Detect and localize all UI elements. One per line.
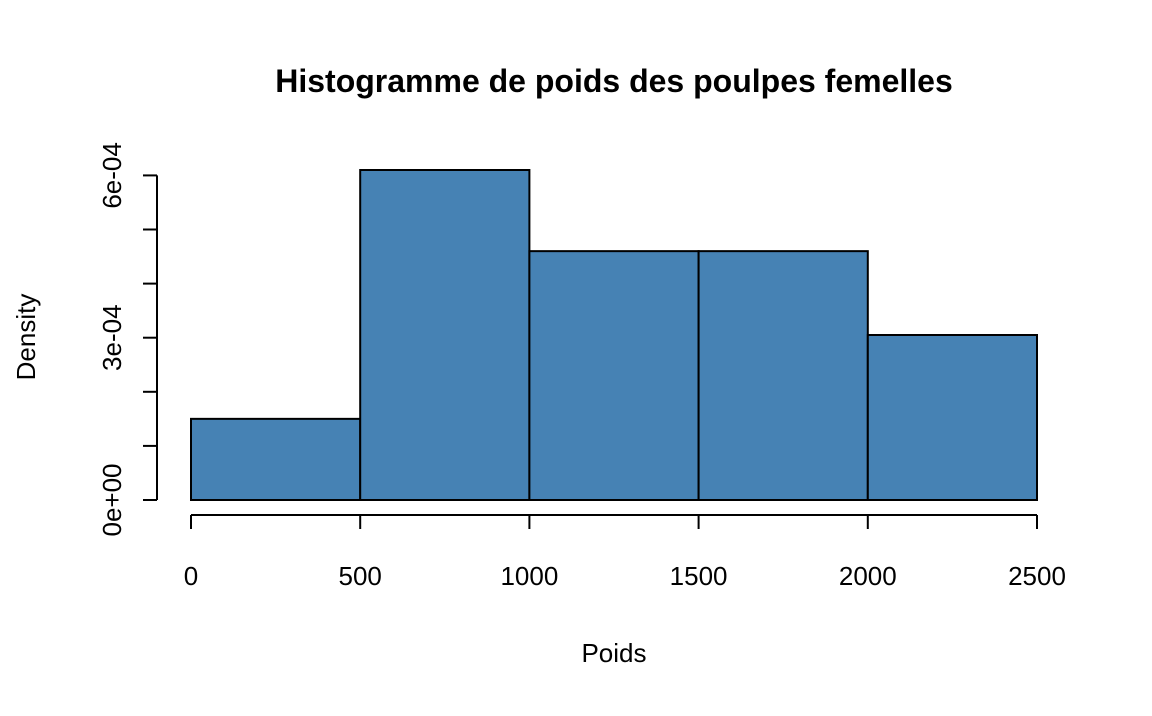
- x-tick-label-4: 2000: [839, 561, 897, 591]
- y-axis-label: Density: [11, 294, 41, 381]
- y-tick-label-1: 3e-04: [97, 304, 127, 371]
- histogram-bar-4: [866, 334, 1038, 501]
- x-tick-label-5: 2500: [1008, 561, 1066, 591]
- histogram-bar-2: [528, 250, 700, 501]
- x-tick-label-3: 1500: [670, 561, 728, 591]
- histogram-bar-3: [697, 250, 869, 501]
- histogram-bar-0: [190, 417, 362, 501]
- x-axis-label: Poids: [581, 638, 646, 668]
- bars-group: [190, 169, 1038, 501]
- x-axis: 0 500 1000 1500 2000 2500: [184, 514, 1066, 591]
- y-tick-label-0: 0e+00: [97, 463, 127, 536]
- x-tick-label-1: 500: [339, 561, 382, 591]
- y-axis: 0e+00 3e-04 6e-04: [97, 142, 158, 537]
- histogram-bar-1: [359, 169, 531, 501]
- chart-title: Histogramme de poids des poulpes femelle…: [275, 63, 953, 99]
- x-tick-label-2: 1000: [500, 561, 558, 591]
- y-tick-label-2: 6e-04: [97, 142, 127, 209]
- x-tick-label-0: 0: [184, 561, 198, 591]
